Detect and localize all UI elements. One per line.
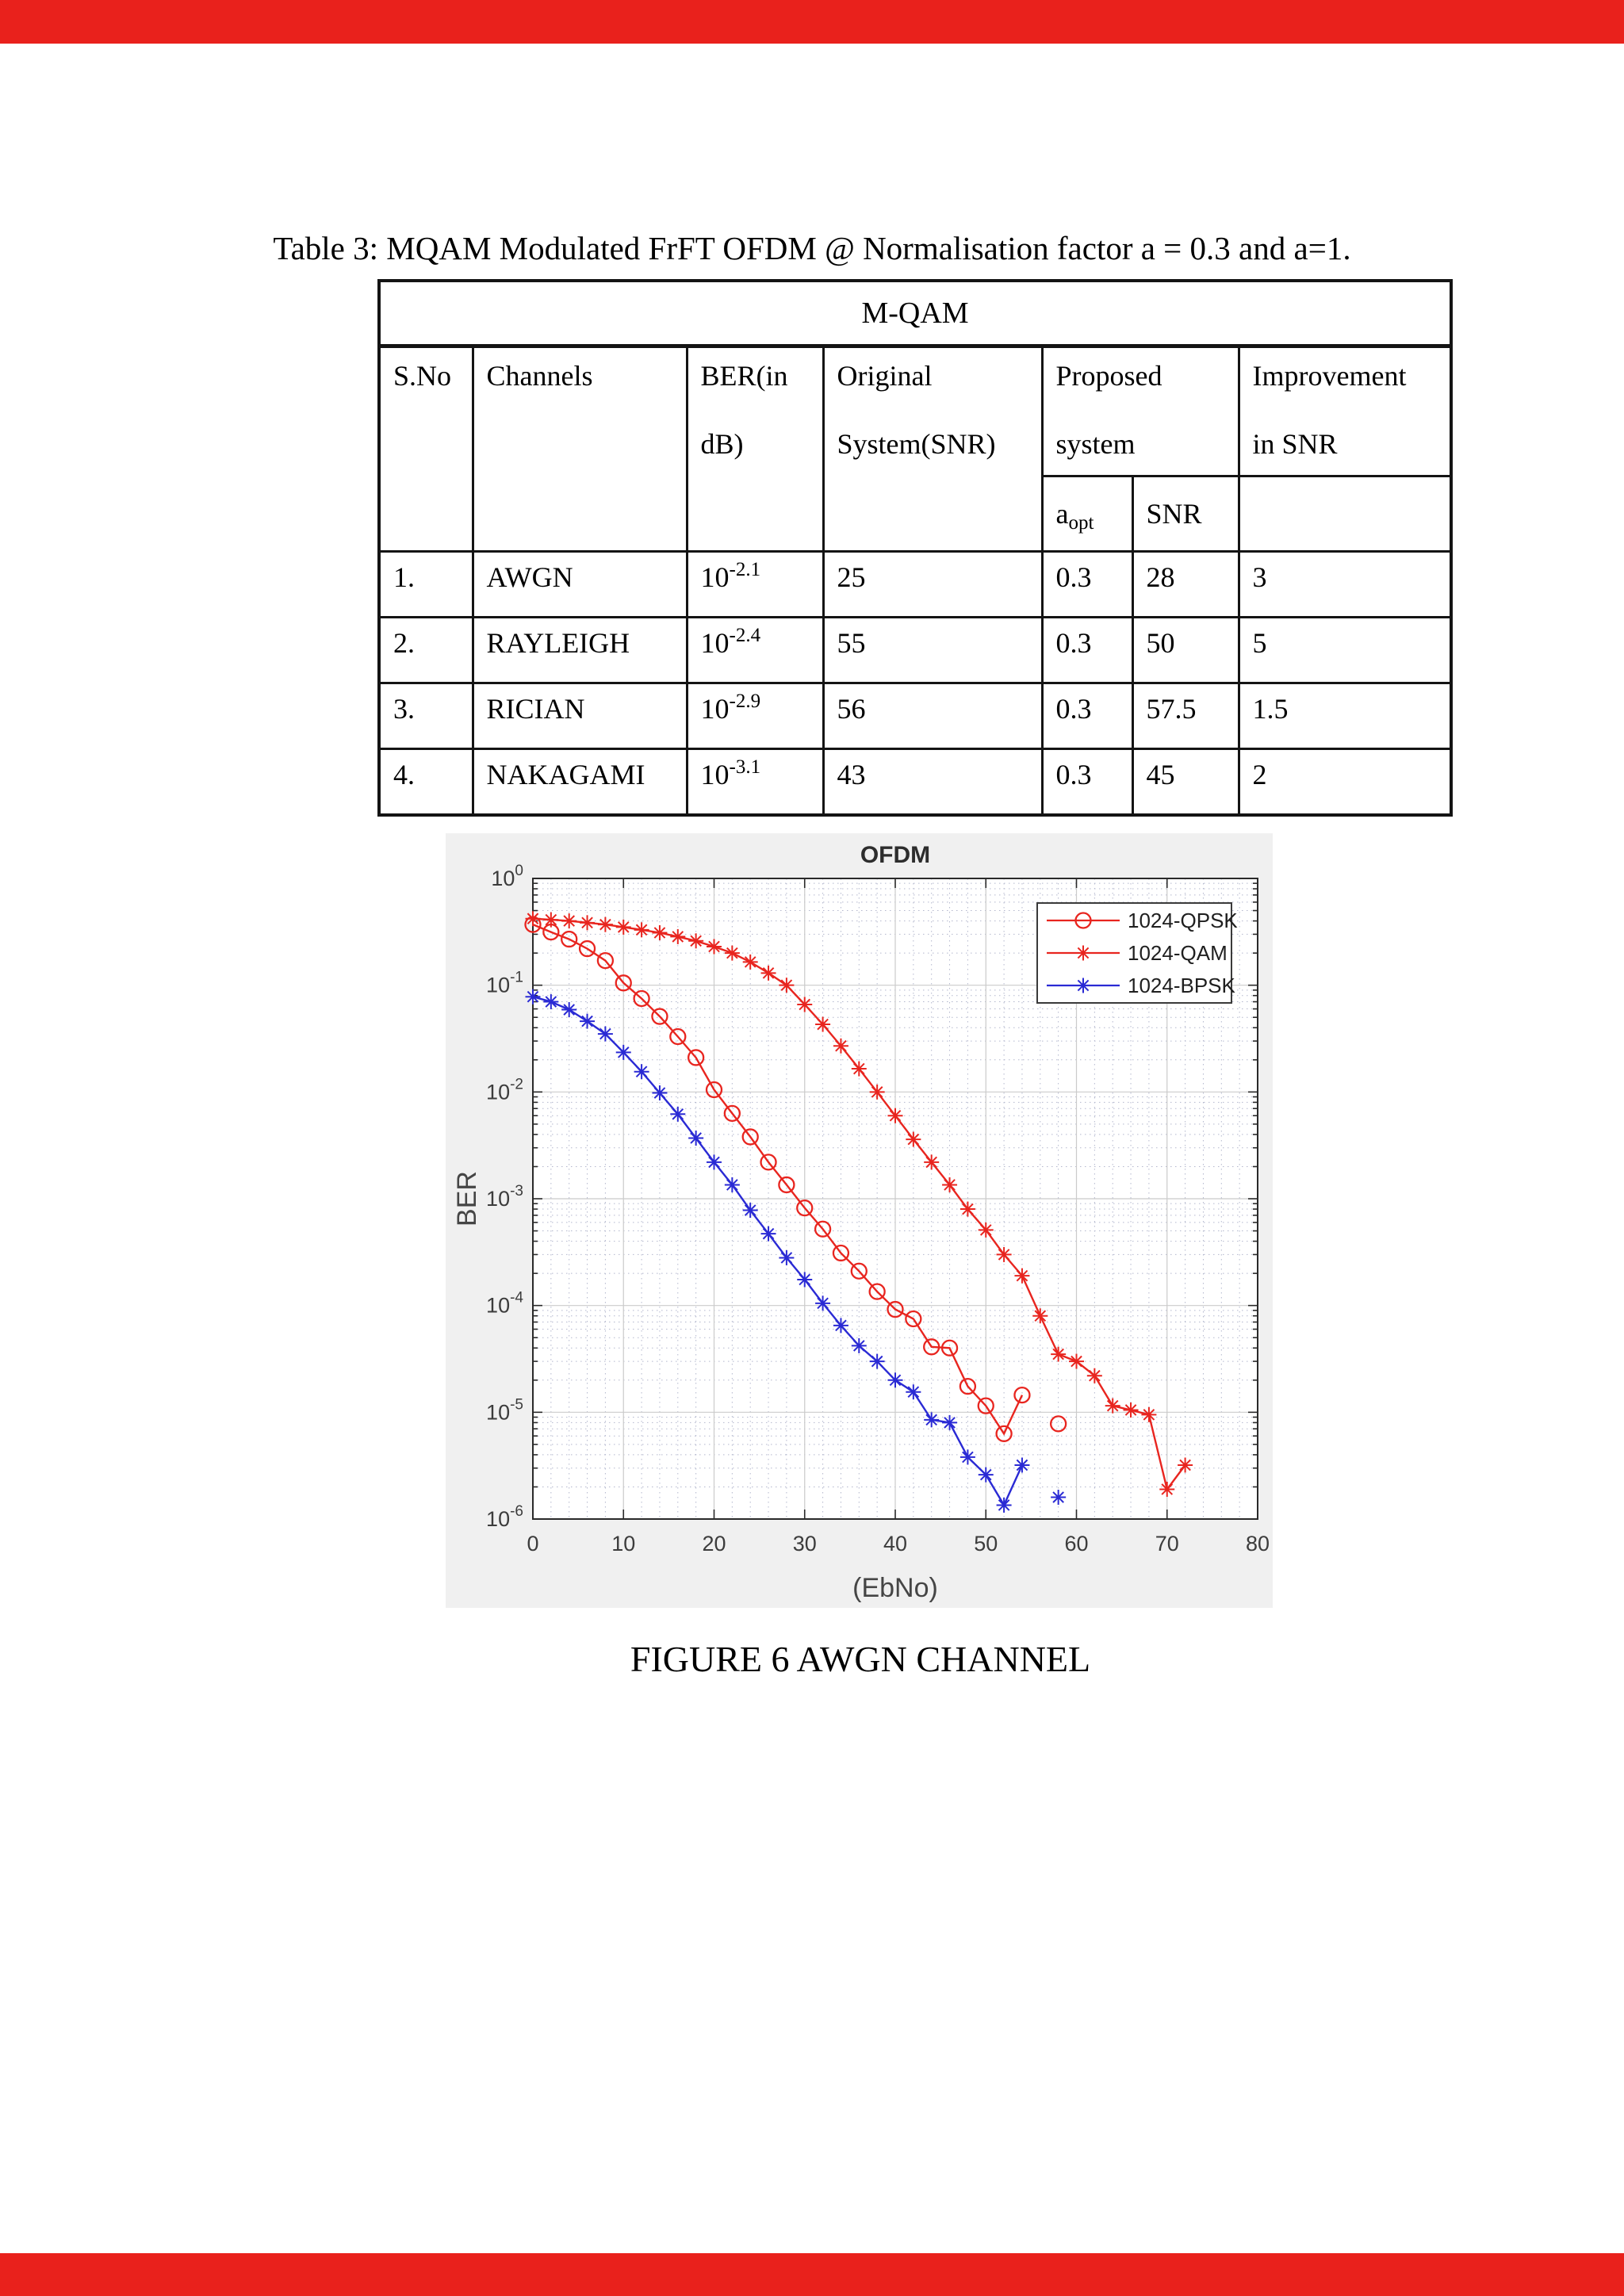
col-header-sno: S.No [377, 345, 474, 553]
cell-original-snr: 25 [822, 550, 1044, 618]
legend-label: 1024-QAM [1128, 941, 1228, 965]
cell-sno: 2. [377, 616, 474, 684]
figure-caption: FIGURE 6 AWGN CHANNEL [630, 1639, 1091, 1679]
cell-snr: 28 [1131, 550, 1240, 618]
table-row-rician: 3. RICIAN 10-2.9 56 0.3 57.5 1.5 [377, 682, 1453, 750]
ofdm-ber-chart: 0 10 20 30 40 50 60 70 80 100 10-1 10-2 10-3 10-4 10-5… [446, 833, 1273, 1608]
col-header-ber: BER(in dB) [685, 345, 825, 553]
col-header-improvement: Improvement in SNR [1237, 345, 1453, 477]
col-header-original-system: Original System(SNR) [822, 345, 1044, 553]
cell-sno: 3. [377, 682, 474, 750]
svg-text:50: 50 [974, 1532, 998, 1556]
cell-aopt: 0.3 [1040, 550, 1134, 618]
legend-label: 1024-BPSK [1128, 974, 1236, 997]
legend: 1024-QPSK 1024-QAM 1024-BPSK [1036, 902, 1238, 1004]
col-header-aopt: aopt [1040, 475, 1134, 553]
bottom-red-bar [0, 2253, 1624, 2296]
col-header-proposed-system: Proposed system [1040, 345, 1240, 477]
svg-text:70: 70 [1155, 1532, 1179, 1556]
table-group-header: M-QAM [377, 279, 1453, 348]
svg-text:30: 30 [793, 1532, 817, 1556]
mqam-table: M-QAM S.No Channels BER(in dB) Original … [377, 279, 1454, 817]
cell-snr: 45 [1131, 748, 1240, 817]
cell-ber: 10-3.1 [685, 748, 825, 817]
cell-channel: RICIAN [471, 682, 688, 750]
legend-label: 1024-QPSK [1128, 909, 1238, 932]
axis-ticks [532, 878, 1258, 1520]
cell-snr: 57.5 [1131, 682, 1240, 750]
x-tick-labels: 0 10 20 30 40 50 60 70 80 [527, 1532, 1270, 1556]
svg-text:0: 0 [527, 1532, 538, 1556]
series-1024-qpsk [524, 916, 1067, 1443]
col-header-improvement-spacer [1237, 475, 1453, 553]
cell-improvement: 3 [1237, 550, 1453, 618]
cell-channel: AWGN [471, 550, 688, 618]
table-row-nakagami: 4. NAKAGAMI 10-3.1 43 0.3 45 2 [377, 748, 1453, 817]
cell-ber: 10-2.1 [685, 550, 825, 618]
ofdm-chart-svg: 0 10 20 30 40 50 60 70 80 10010-110-210-310-410-5… [446, 833, 1273, 1608]
svg-text:60: 60 [1064, 1532, 1088, 1556]
svg-text:40: 40 [883, 1532, 907, 1556]
svg-text:80: 80 [1246, 1532, 1270, 1556]
cell-original-snr: 43 [822, 748, 1044, 817]
y-axis-label: BER [452, 1171, 482, 1226]
table-row-awgn: 1. AWGN 10-2.1 25 0.3 28 3 [377, 550, 1453, 618]
series-1024-qam [525, 911, 1193, 1497]
cell-sno: 1. [377, 550, 474, 618]
cell-snr: 50 [1131, 616, 1240, 684]
table-title: Table 3: MQAM Modulated FrFT OFDM @ Norm… [273, 230, 1351, 266]
cell-original-snr: 55 [822, 616, 1044, 684]
col-header-snr: SNR [1131, 475, 1240, 553]
col-header-channels: Channels [471, 345, 688, 553]
cell-sno: 4. [377, 748, 474, 817]
cell-original-snr: 56 [822, 682, 1044, 750]
cell-improvement: 2 [1237, 748, 1453, 817]
cell-improvement: 1.5 [1237, 682, 1453, 750]
cell-channel: NAKAGAMI [471, 748, 688, 817]
cell-ber: 10-2.4 [685, 616, 825, 684]
chart-title: OFDM [860, 842, 930, 868]
svg-text:20: 20 [702, 1532, 726, 1556]
table-row-rayleigh: 2. RAYLEIGH 10-2.4 55 0.3 50 5 [377, 616, 1453, 684]
cell-aopt: 0.3 [1040, 748, 1134, 817]
series-1024-bpsk [525, 989, 1067, 1513]
x-axis-label: (EbNo) [852, 1573, 938, 1603]
svg-text:10: 10 [611, 1532, 635, 1556]
cell-improvement: 5 [1237, 616, 1453, 684]
cell-ber: 10-2.9 [685, 682, 825, 750]
cell-aopt: 0.3 [1040, 616, 1134, 684]
cell-channel: RAYLEIGH [471, 616, 688, 684]
cell-aopt: 0.3 [1040, 682, 1134, 750]
top-red-bar [0, 0, 1624, 44]
